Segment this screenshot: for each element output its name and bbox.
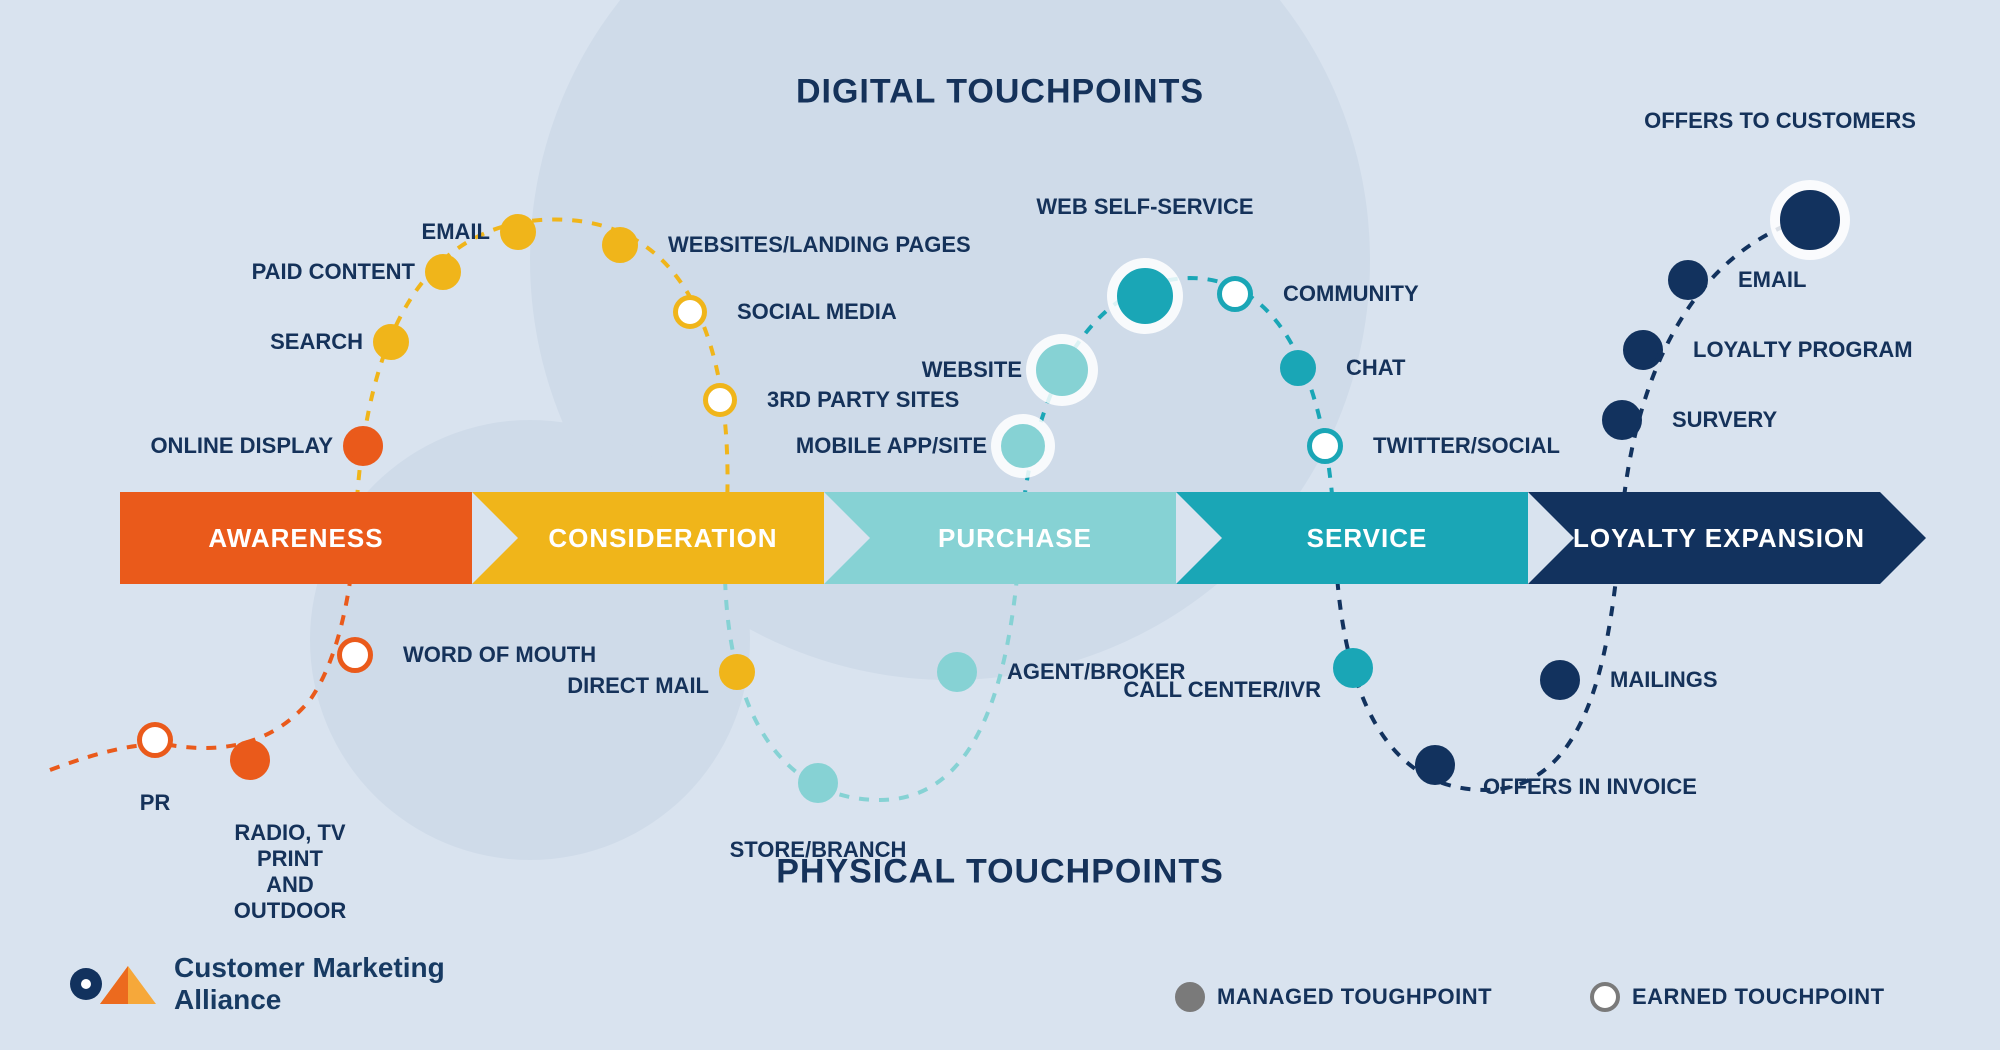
brand-logo-icon bbox=[70, 952, 156, 1016]
touchpoint-dot-icon bbox=[425, 254, 461, 290]
touchpoint-dot-icon bbox=[937, 652, 977, 692]
touchpoint-label: EMAIL bbox=[422, 219, 490, 245]
touchpoint-dot-icon bbox=[1217, 276, 1253, 312]
legend-managed: MANAGED TOUGHPOINT bbox=[1175, 982, 1492, 1012]
touchpoint-dot-icon bbox=[343, 426, 383, 466]
touchpoint: WEB SELF-SERVICE bbox=[1117, 268, 1173, 324]
touchpoint: EMAIL bbox=[500, 214, 536, 250]
touchpoint-dot-icon bbox=[1333, 648, 1373, 688]
touchpoint-dot-icon bbox=[1602, 400, 1642, 440]
touchpoint-dot-icon bbox=[1623, 330, 1663, 370]
touchpoint-dot-icon bbox=[798, 763, 838, 803]
stage-loyalty-expansion: LOYALTY EXPANSION bbox=[1528, 492, 1880, 584]
touchpoint-label: OFFERS IN INVOICE bbox=[1483, 774, 1697, 800]
touchpoint: WEBSITES/LANDING PAGES bbox=[602, 227, 638, 263]
touchpoint-dot-icon bbox=[373, 324, 409, 360]
stage-purchase: PURCHASE bbox=[824, 492, 1176, 584]
touchpoint: MOBILE APP/SITE bbox=[1001, 424, 1045, 468]
touchpoint-dot-icon bbox=[1307, 428, 1343, 464]
touchpoint-label: STORE/BRANCH bbox=[730, 837, 907, 863]
touchpoint: COMMUNITY bbox=[1217, 276, 1253, 312]
touchpoint-dot-icon bbox=[337, 637, 373, 673]
touchpoint-label: WEBSITES/LANDING PAGES bbox=[668, 232, 971, 258]
touchpoint-dot-icon bbox=[602, 227, 638, 263]
touchpoint: RADIO, TVPRINT AND OUTDOOR bbox=[230, 740, 270, 780]
legend-managed-label: MANAGED TOUGHPOINT bbox=[1217, 984, 1492, 1010]
touchpoint-label: CHAT bbox=[1346, 355, 1405, 381]
touchpoint: STORE/BRANCH bbox=[798, 763, 838, 803]
touchpoint-label: CALL CENTER/IVR bbox=[1123, 677, 1321, 703]
touchpoint-dot-icon bbox=[500, 214, 536, 250]
stage-label: CONSIDERATION bbox=[518, 523, 777, 554]
touchpoint: WEBSITE bbox=[1036, 344, 1088, 396]
touchpoint-dot-icon bbox=[703, 383, 737, 417]
touchpoint: SEARCH bbox=[373, 324, 409, 360]
touchpoint: OFFERS TO CUSTOMERS bbox=[1780, 190, 1840, 250]
touchpoint: AGENT/BROKER bbox=[937, 652, 977, 692]
touchpoint: PAID CONTENT bbox=[425, 254, 461, 290]
legend-earned-label: EARNED TOUCHPOINT bbox=[1632, 984, 1885, 1010]
touchpoint-dot-icon bbox=[1036, 344, 1088, 396]
stage-awareness: AWARENESS bbox=[120, 492, 472, 584]
section-title-digital: DIGITAL TOUCHPOINTS bbox=[796, 73, 1204, 112]
touchpoint-dot-icon bbox=[1668, 260, 1708, 300]
touchpoint-label: OFFERS TO CUSTOMERS bbox=[1644, 108, 1916, 134]
touchpoint: CHAT bbox=[1280, 350, 1316, 386]
touchpoint: MAILINGS bbox=[1540, 660, 1580, 700]
legend-earned: EARNED TOUCHPOINT bbox=[1590, 982, 1885, 1012]
stage-consideration: CONSIDERATION bbox=[472, 492, 824, 584]
touchpoint-label: PAID CONTENT bbox=[252, 259, 415, 285]
touchpoint-label: COMMUNITY bbox=[1283, 281, 1419, 307]
touchpoint-label: WORD OF MOUTH bbox=[403, 642, 596, 668]
touchpoint-dot-icon bbox=[1117, 268, 1173, 324]
touchpoint-dot-icon bbox=[673, 295, 707, 329]
touchpoint: PR bbox=[137, 722, 173, 758]
touchpoint-dot-icon bbox=[1540, 660, 1580, 700]
legend-managed-dot-icon bbox=[1175, 982, 1205, 1012]
brand-block: Customer Marketing Alliance bbox=[70, 952, 445, 1016]
touchpoint: 3RD PARTY SITES bbox=[703, 383, 737, 417]
touchpoint: WORD OF MOUTH bbox=[337, 637, 373, 673]
touchpoint-label: 3RD PARTY SITES bbox=[767, 387, 959, 413]
stage-label: SERVICE bbox=[1277, 523, 1428, 554]
touchpoint-label: RADIO, TVPRINT AND OUTDOOR bbox=[234, 820, 346, 924]
legend-earned-dot-icon bbox=[1590, 982, 1620, 1012]
touchpoint: SURVERY bbox=[1602, 400, 1642, 440]
touchpoint-label: SOCIAL MEDIA bbox=[737, 299, 897, 325]
touchpoint-dot-icon bbox=[1415, 745, 1455, 785]
touchpoint-label: SEARCH bbox=[270, 329, 363, 355]
touchpoint-label: PR bbox=[140, 790, 171, 816]
touchpoint: SOCIAL MEDIA bbox=[673, 295, 707, 329]
stage-label: PURCHASE bbox=[908, 523, 1092, 554]
touchpoint-label: WEBSITE bbox=[922, 357, 1022, 383]
touchpoint: EMAIL bbox=[1668, 260, 1708, 300]
touchpoint-dot-icon bbox=[1780, 190, 1840, 250]
touchpoint-label: ONLINE DISPLAY bbox=[150, 433, 333, 459]
touchpoint: TWITTER/SOCIAL bbox=[1307, 428, 1343, 464]
touchpoint-dot-icon bbox=[1280, 350, 1316, 386]
touchpoint-label: TWITTER/SOCIAL bbox=[1373, 433, 1560, 459]
touchpoint-label: MAILINGS bbox=[1610, 667, 1718, 693]
touchpoint-dot-icon bbox=[719, 654, 755, 690]
touchpoint-label: DIRECT MAIL bbox=[567, 673, 709, 699]
stage-label: AWARENESS bbox=[208, 523, 383, 554]
stage-label: LOYALTY EXPANSION bbox=[1543, 523, 1865, 554]
touchpoint: DIRECT MAIL bbox=[719, 654, 755, 690]
touchpoint: OFFERS IN INVOICE bbox=[1415, 745, 1455, 785]
touchpoint-label: WEB SELF-SERVICE bbox=[1036, 194, 1253, 220]
touchpoint-label: EMAIL bbox=[1738, 267, 1806, 293]
brand-line-2: Alliance bbox=[174, 984, 445, 1016]
touchpoint-label: MOBILE APP/SITE bbox=[796, 433, 987, 459]
touchpoint-dot-icon bbox=[1001, 424, 1045, 468]
stage-service: SERVICE bbox=[1176, 492, 1528, 584]
brand-line-1: Customer Marketing bbox=[174, 952, 445, 984]
touchpoint: CALL CENTER/IVR bbox=[1333, 648, 1373, 688]
touchpoint-label: LOYALTY PROGRAM bbox=[1693, 337, 1913, 363]
touchpoint: LOYALTY PROGRAM bbox=[1623, 330, 1663, 370]
touchpoint-dot-icon bbox=[230, 740, 270, 780]
touchpoint: ONLINE DISPLAY bbox=[343, 426, 383, 466]
touchpoint-label: SURVERY bbox=[1672, 407, 1777, 433]
touchpoint-dot-icon bbox=[137, 722, 173, 758]
